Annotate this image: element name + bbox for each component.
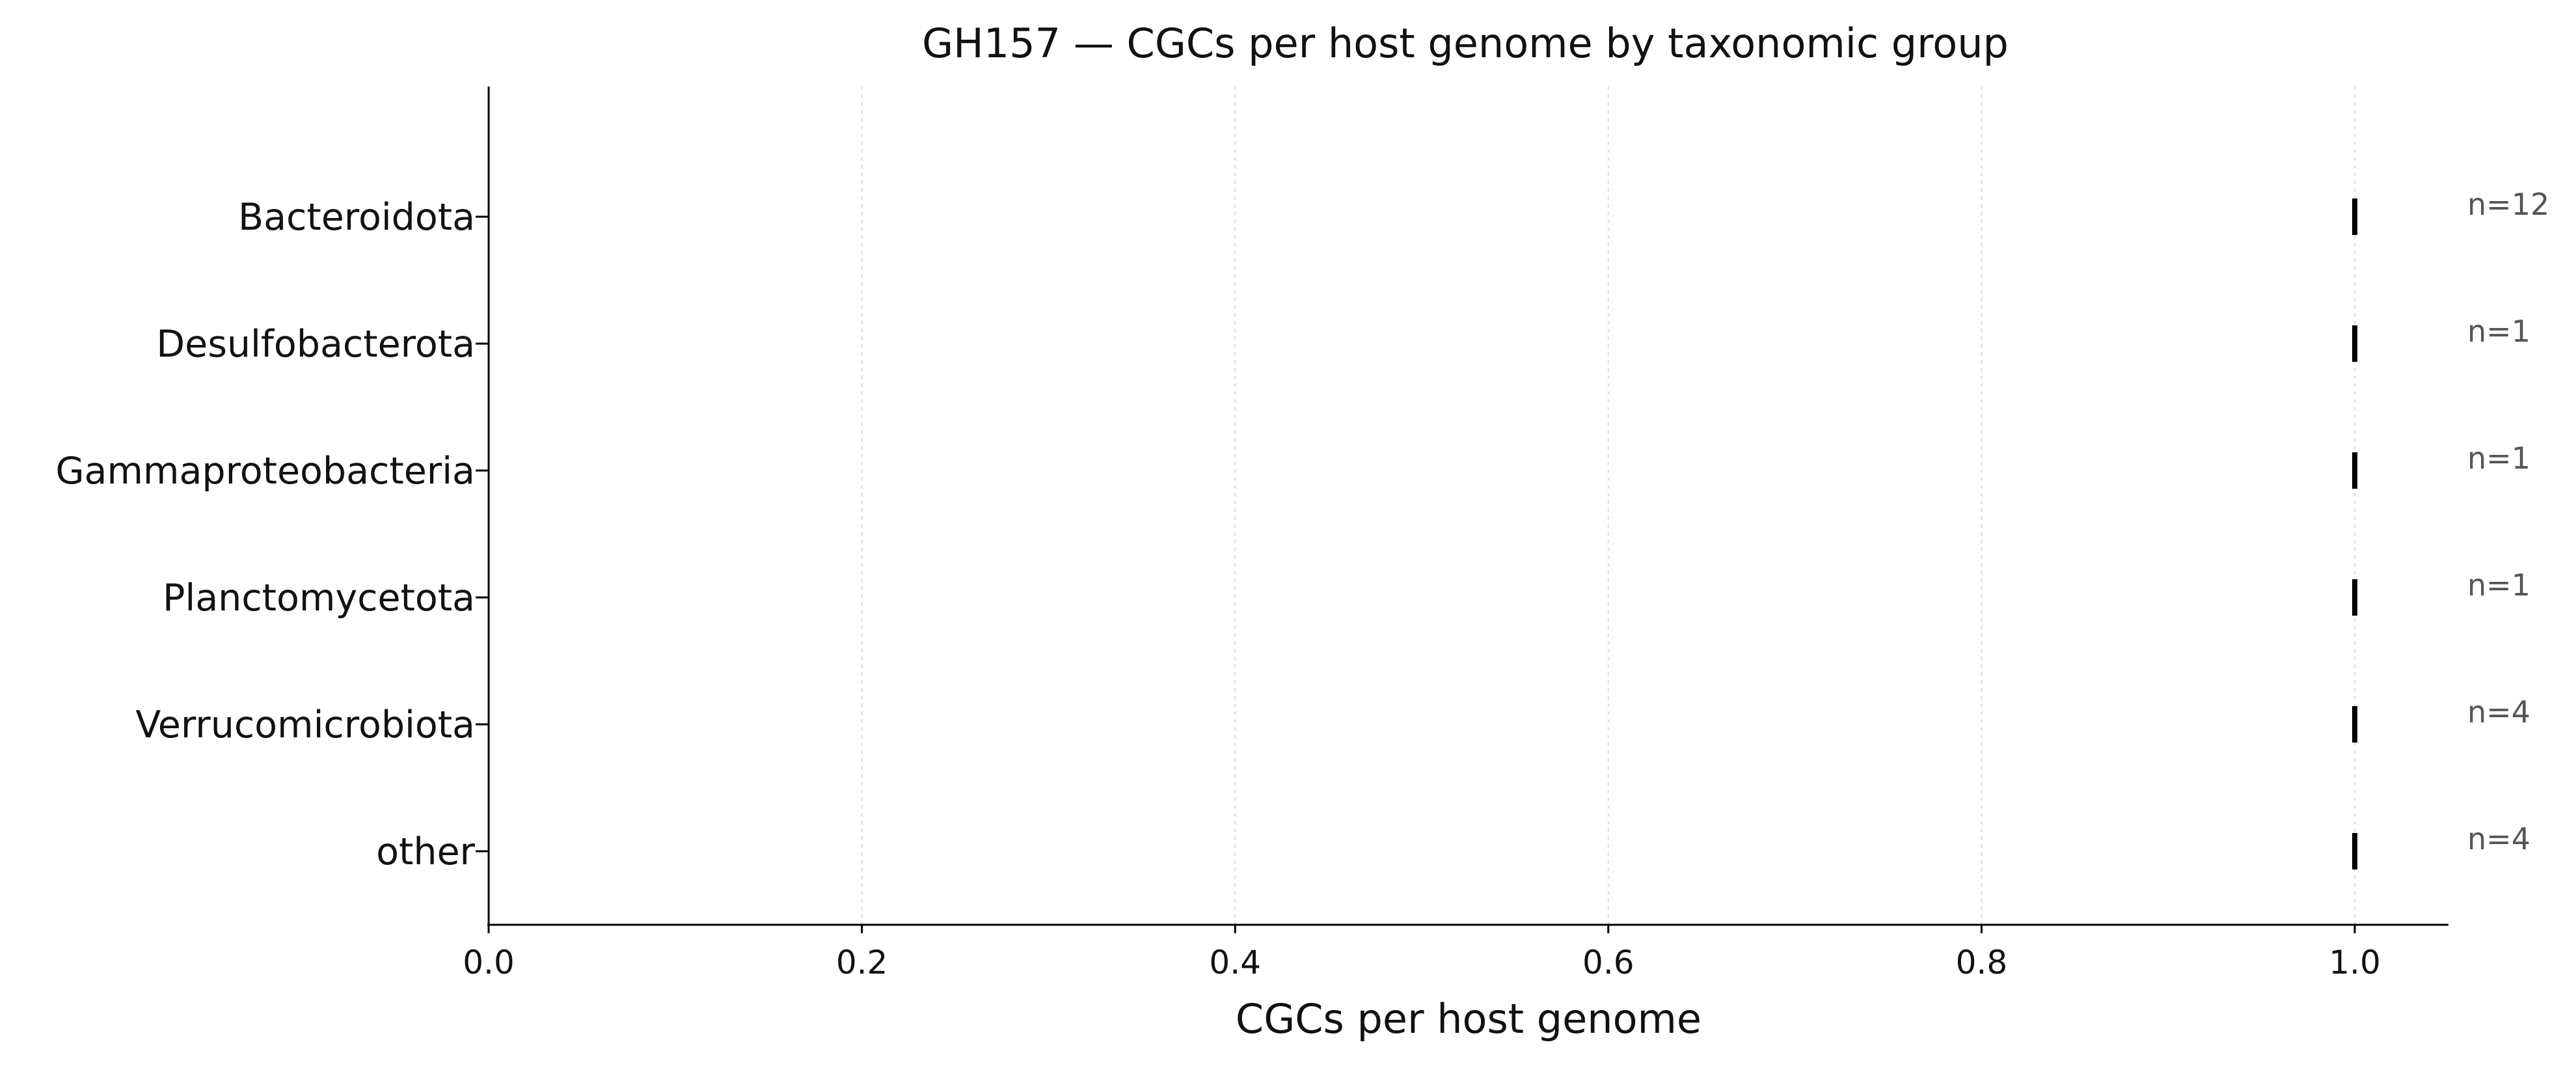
count-labels: n=12 n=1 n=1 n=1 n=4 n=4 <box>2467 187 2549 856</box>
x-axis-ticks: 0.0 0.2 0.4 0.6 0.8 1.0 <box>463 925 2381 981</box>
category-label: Desulfobacterota <box>156 323 475 366</box>
category-label: Gammaproteobacteria <box>55 450 475 493</box>
x-axis-label: CGCs per host genome <box>1236 995 1702 1043</box>
x-tick-label: 0.2 <box>836 944 888 981</box>
x-tick-label: 0.4 <box>1209 944 1261 981</box>
grid-lines <box>861 87 2355 925</box>
x-tick-label: 0.6 <box>1582 944 1634 981</box>
category-label: Bacteroidota <box>238 196 475 239</box>
count-label: n=4 <box>2467 694 2530 730</box>
count-label: n=12 <box>2467 187 2549 222</box>
count-label: n=1 <box>2467 441 2530 476</box>
chart-title: GH157 — CGCs per host genome by taxonomi… <box>922 20 2009 67</box>
x-tick-label: 1.0 <box>2329 944 2381 981</box>
x-tick-label: 0.8 <box>1956 944 2008 981</box>
category-label: other <box>376 830 475 873</box>
count-label: n=4 <box>2467 821 2530 856</box>
category-label: Planctomycetota <box>163 577 475 620</box>
count-label: n=1 <box>2467 314 2530 349</box>
category-labels: Bacteroidota Desulfobacterota Gammaproteob… <box>55 196 489 873</box>
count-label: n=1 <box>2467 567 2530 603</box>
x-tick-label: 0.0 <box>463 944 515 981</box>
category-label: Verrucomicrobiota <box>135 704 475 746</box>
